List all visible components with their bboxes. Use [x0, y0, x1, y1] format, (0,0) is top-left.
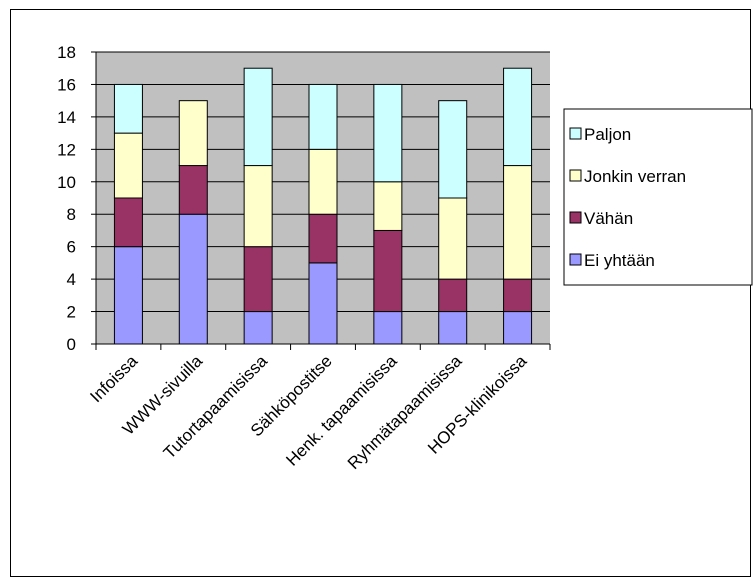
y-tick-label: 12	[57, 140, 76, 159]
legend-label: Jonkin verran	[584, 167, 686, 186]
bar-segment	[438, 311, 468, 345]
bar-segment	[503, 278, 533, 313]
x-category-label: Henk. tapaamisissa	[282, 351, 401, 470]
bar-segment	[243, 311, 273, 345]
bar-segment	[178, 165, 208, 215]
legend-swatch	[569, 169, 582, 182]
y-tick-label: 0	[67, 335, 76, 354]
bar-segment	[373, 311, 403, 345]
x-category-label: Ryhmätapaamisissa	[344, 351, 466, 473]
legend-label: Ei yhtään	[584, 251, 655, 270]
bar-segment	[243, 246, 273, 313]
bar-segment	[113, 197, 143, 248]
y-tick-label: 10	[57, 173, 76, 192]
bar-segment	[243, 165, 273, 248]
bar-segment	[438, 100, 468, 199]
bar-segment	[373, 229, 403, 313]
bar-segment	[308, 148, 338, 215]
bar-segment	[503, 67, 533, 167]
bar-segment	[503, 165, 533, 280]
bar-segment	[308, 262, 338, 345]
bar-segment	[178, 100, 208, 167]
bar-segment	[113, 246, 143, 345]
legend-swatch	[569, 253, 582, 266]
x-category-label: Infoissa	[86, 351, 141, 406]
bar-segment	[503, 311, 533, 345]
y-tick-label: 8	[67, 205, 76, 224]
bar-segment	[113, 132, 143, 199]
legend-label: Vähän	[584, 209, 633, 228]
legend-swatch	[569, 127, 582, 140]
y-tick-label: 14	[57, 108, 76, 127]
bar-segment	[308, 213, 338, 264]
bar-segment	[308, 83, 338, 150]
y-tick-label: 6	[67, 238, 76, 257]
bar-segment	[373, 83, 403, 183]
bar-segment	[373, 181, 403, 231]
y-tick-label: 16	[57, 75, 76, 94]
y-tick-label: 4	[67, 270, 76, 289]
bar-segment	[113, 83, 143, 134]
legend-label: Paljon	[584, 125, 631, 144]
legend-box	[563, 108, 753, 286]
y-tick-label: 2	[67, 303, 76, 322]
bar-segment	[178, 213, 208, 345]
bar-segment	[438, 197, 468, 280]
legend-swatch	[569, 211, 582, 224]
y-tick-label: 18	[57, 43, 76, 62]
bar-segment	[438, 278, 468, 313]
bar-segment	[243, 67, 273, 167]
